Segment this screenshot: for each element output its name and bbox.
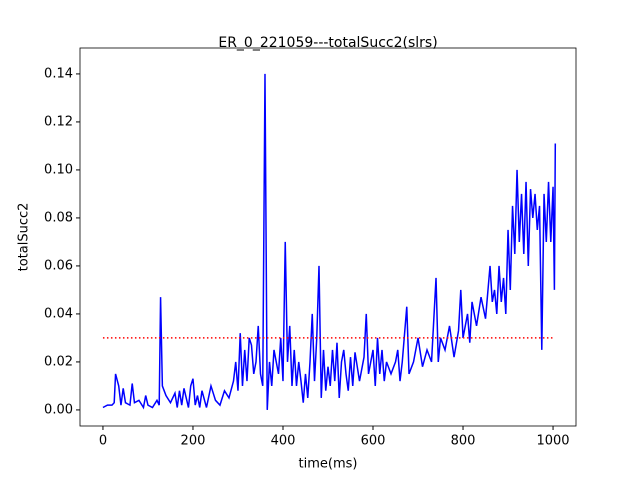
y-tick-label: 0.08 <box>44 210 73 225</box>
x-axis-label: time(ms) <box>299 457 358 472</box>
y-tick-label: 0.02 <box>44 354 73 369</box>
y-axis-label: totalSucc2 <box>17 203 32 272</box>
y-tick-label: 0.10 <box>44 162 73 177</box>
y-tick-label: 0.06 <box>44 258 73 273</box>
y-tick-label: 0.04 <box>44 306 73 321</box>
x-tick-label: 200 <box>181 434 206 449</box>
x-tick-label: 1000 <box>536 434 569 449</box>
plot-frame <box>79 47 577 427</box>
x-tick-label: 400 <box>271 434 296 449</box>
data-line <box>102 73 557 410</box>
x-tick-label: 0 <box>99 434 107 449</box>
y-tick-label: 0.14 <box>44 66 73 81</box>
x-tick-label: 800 <box>451 434 476 449</box>
y-tick-label: 0.00 <box>44 402 73 417</box>
x-tick-label: 600 <box>361 434 386 449</box>
chart-title: ER_0_221059---totalSucc2(slrs) <box>218 35 437 51</box>
y-tick-label: 0.12 <box>44 114 73 129</box>
